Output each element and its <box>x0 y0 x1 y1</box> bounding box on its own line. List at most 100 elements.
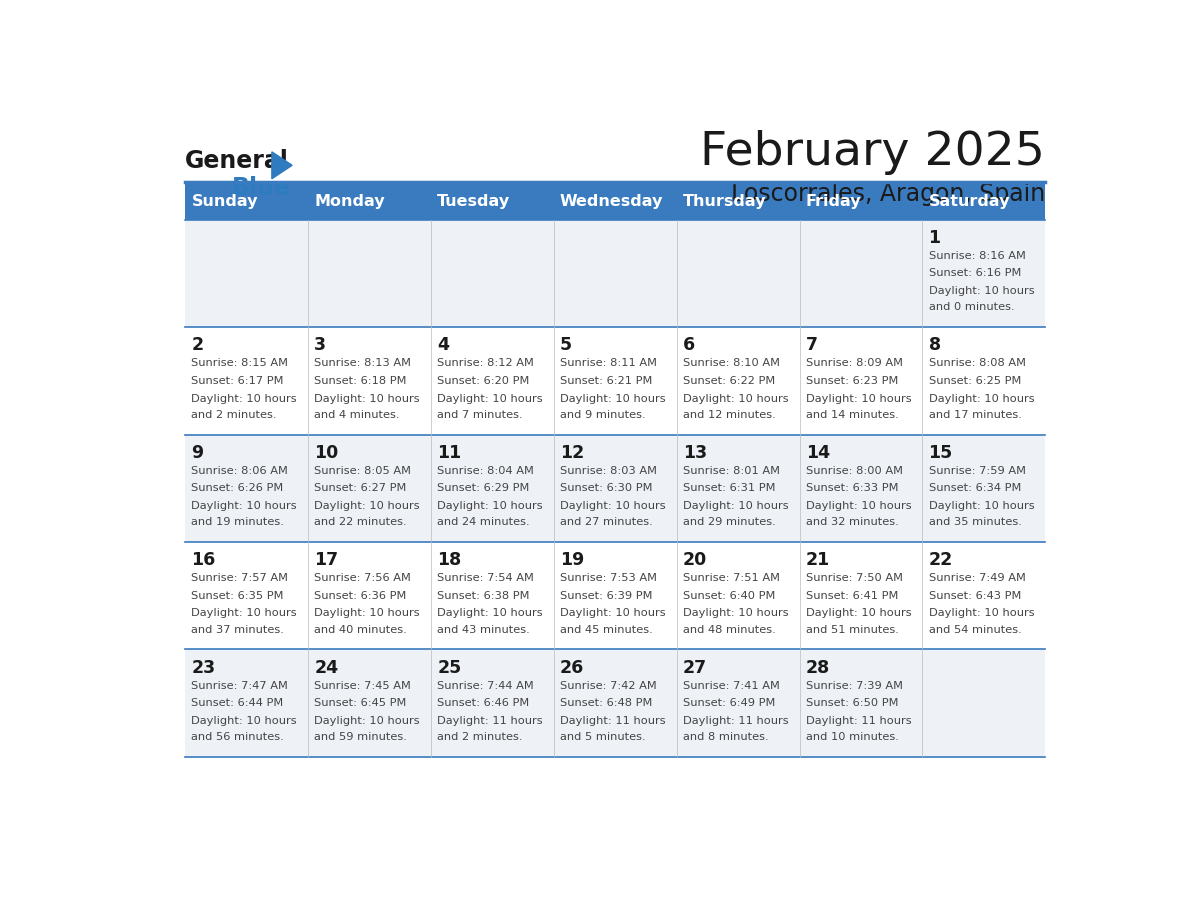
Text: 10: 10 <box>315 443 339 462</box>
Text: Sunrise: 7:47 AM: Sunrise: 7:47 AM <box>191 680 289 690</box>
Text: and 45 minutes.: and 45 minutes. <box>560 625 652 634</box>
Text: Daylight: 10 hours: Daylight: 10 hours <box>191 501 297 511</box>
Text: 13: 13 <box>683 443 707 462</box>
Text: and 2 minutes.: and 2 minutes. <box>437 733 523 742</box>
Text: Sunset: 6:36 PM: Sunset: 6:36 PM <box>315 591 406 600</box>
Text: Sunset: 6:29 PM: Sunset: 6:29 PM <box>437 484 530 493</box>
Text: Thursday: Thursday <box>683 194 766 208</box>
FancyBboxPatch shape <box>185 542 308 650</box>
Text: and 40 minutes.: and 40 minutes. <box>315 625 407 634</box>
Text: 26: 26 <box>560 659 584 677</box>
Text: 24: 24 <box>315 659 339 677</box>
Text: Sunrise: 7:53 AM: Sunrise: 7:53 AM <box>560 573 657 583</box>
Text: Daylight: 10 hours: Daylight: 10 hours <box>805 501 911 511</box>
Text: Loscorrales, Aragon, Spain: Loscorrales, Aragon, Spain <box>731 183 1045 207</box>
Text: Sunset: 6:38 PM: Sunset: 6:38 PM <box>437 591 530 600</box>
Text: Sunset: 6:23 PM: Sunset: 6:23 PM <box>805 376 898 386</box>
Text: Daylight: 10 hours: Daylight: 10 hours <box>929 394 1035 404</box>
Text: Sunset: 6:27 PM: Sunset: 6:27 PM <box>315 484 406 493</box>
Text: Sunrise: 8:15 AM: Sunrise: 8:15 AM <box>191 358 289 368</box>
FancyBboxPatch shape <box>308 183 431 219</box>
Text: Sunset: 6:46 PM: Sunset: 6:46 PM <box>437 699 530 709</box>
FancyBboxPatch shape <box>431 327 554 434</box>
Text: Daylight: 10 hours: Daylight: 10 hours <box>191 716 297 726</box>
Text: Sunset: 6:43 PM: Sunset: 6:43 PM <box>929 591 1020 600</box>
FancyBboxPatch shape <box>800 219 922 327</box>
Text: Sunday: Sunday <box>191 194 258 208</box>
Text: Sunset: 6:30 PM: Sunset: 6:30 PM <box>560 484 652 493</box>
Text: and 48 minutes.: and 48 minutes. <box>683 625 776 634</box>
Text: Sunrise: 8:08 AM: Sunrise: 8:08 AM <box>929 358 1025 368</box>
Text: 22: 22 <box>929 551 953 569</box>
Text: 15: 15 <box>929 443 953 462</box>
Text: 17: 17 <box>315 551 339 569</box>
Text: 6: 6 <box>683 336 695 354</box>
FancyBboxPatch shape <box>185 327 308 434</box>
FancyBboxPatch shape <box>554 219 677 327</box>
Text: 2: 2 <box>191 336 203 354</box>
Text: Daylight: 10 hours: Daylight: 10 hours <box>683 394 789 404</box>
Text: Sunset: 6:35 PM: Sunset: 6:35 PM <box>191 591 284 600</box>
Text: and 2 minutes.: and 2 minutes. <box>191 409 277 420</box>
Text: Daylight: 10 hours: Daylight: 10 hours <box>437 394 543 404</box>
Text: Sunrise: 8:06 AM: Sunrise: 8:06 AM <box>191 465 289 476</box>
Text: Sunset: 6:39 PM: Sunset: 6:39 PM <box>560 591 652 600</box>
Text: 14: 14 <box>805 443 830 462</box>
Text: Daylight: 11 hours: Daylight: 11 hours <box>683 716 789 726</box>
Text: Daylight: 10 hours: Daylight: 10 hours <box>560 609 665 619</box>
Text: and 8 minutes.: and 8 minutes. <box>683 733 769 742</box>
Text: Daylight: 10 hours: Daylight: 10 hours <box>191 609 297 619</box>
Text: 20: 20 <box>683 551 707 569</box>
Text: Sunrise: 8:04 AM: Sunrise: 8:04 AM <box>437 465 535 476</box>
Text: Sunrise: 8:13 AM: Sunrise: 8:13 AM <box>315 358 411 368</box>
Text: 19: 19 <box>560 551 584 569</box>
FancyBboxPatch shape <box>677 650 800 757</box>
FancyBboxPatch shape <box>922 327 1045 434</box>
Text: 5: 5 <box>560 336 573 354</box>
Text: Daylight: 10 hours: Daylight: 10 hours <box>315 501 419 511</box>
Text: and 51 minutes.: and 51 minutes. <box>805 625 898 634</box>
Text: Sunset: 6:20 PM: Sunset: 6:20 PM <box>437 376 530 386</box>
FancyBboxPatch shape <box>431 650 554 757</box>
Text: and 27 minutes.: and 27 minutes. <box>560 518 652 527</box>
Text: Daylight: 10 hours: Daylight: 10 hours <box>191 394 297 404</box>
Text: Sunset: 6:49 PM: Sunset: 6:49 PM <box>683 699 776 709</box>
FancyBboxPatch shape <box>554 542 677 650</box>
Text: and 10 minutes.: and 10 minutes. <box>805 733 898 742</box>
Text: and 19 minutes.: and 19 minutes. <box>191 518 284 527</box>
Text: 25: 25 <box>437 659 461 677</box>
Text: Daylight: 11 hours: Daylight: 11 hours <box>437 716 543 726</box>
Text: Sunrise: 7:45 AM: Sunrise: 7:45 AM <box>315 680 411 690</box>
Text: and 7 minutes.: and 7 minutes. <box>437 409 523 420</box>
Text: Daylight: 11 hours: Daylight: 11 hours <box>560 716 665 726</box>
Text: Sunrise: 7:57 AM: Sunrise: 7:57 AM <box>191 573 289 583</box>
FancyBboxPatch shape <box>554 183 677 219</box>
Polygon shape <box>272 151 292 179</box>
Text: and 12 minutes.: and 12 minutes. <box>683 409 776 420</box>
Text: 27: 27 <box>683 659 707 677</box>
FancyBboxPatch shape <box>922 650 1045 757</box>
Text: Sunrise: 8:11 AM: Sunrise: 8:11 AM <box>560 358 657 368</box>
FancyBboxPatch shape <box>922 183 1045 219</box>
Text: Daylight: 10 hours: Daylight: 10 hours <box>683 501 789 511</box>
Text: Sunrise: 7:51 AM: Sunrise: 7:51 AM <box>683 573 779 583</box>
FancyBboxPatch shape <box>185 434 308 542</box>
Text: and 35 minutes.: and 35 minutes. <box>929 518 1022 527</box>
FancyBboxPatch shape <box>922 542 1045 650</box>
Text: Daylight: 10 hours: Daylight: 10 hours <box>805 609 911 619</box>
Text: 3: 3 <box>315 336 327 354</box>
FancyBboxPatch shape <box>554 327 677 434</box>
Text: Sunrise: 7:42 AM: Sunrise: 7:42 AM <box>560 680 657 690</box>
Text: Sunset: 6:22 PM: Sunset: 6:22 PM <box>683 376 775 386</box>
Text: Daylight: 10 hours: Daylight: 10 hours <box>437 609 543 619</box>
Text: Blue: Blue <box>233 176 291 200</box>
Text: Sunrise: 8:05 AM: Sunrise: 8:05 AM <box>315 465 411 476</box>
FancyBboxPatch shape <box>677 542 800 650</box>
FancyBboxPatch shape <box>431 434 554 542</box>
Text: Saturday: Saturday <box>929 194 1010 208</box>
Text: Daylight: 10 hours: Daylight: 10 hours <box>315 609 419 619</box>
Text: and 43 minutes.: and 43 minutes. <box>437 625 530 634</box>
Text: Sunset: 6:21 PM: Sunset: 6:21 PM <box>560 376 652 386</box>
Text: 11: 11 <box>437 443 461 462</box>
FancyBboxPatch shape <box>677 327 800 434</box>
